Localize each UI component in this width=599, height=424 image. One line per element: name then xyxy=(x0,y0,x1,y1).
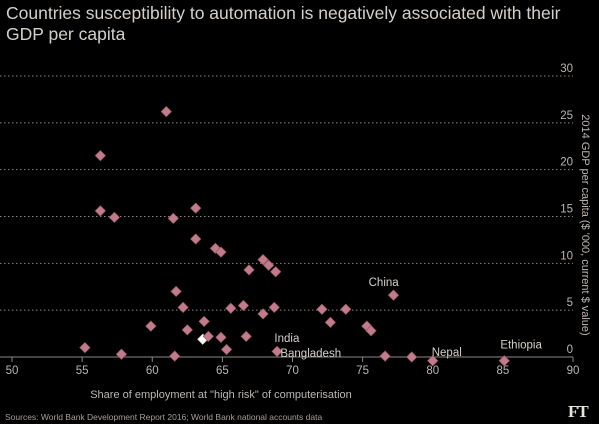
y-tick-label: 25 xyxy=(560,110,573,122)
data-point xyxy=(215,246,227,258)
data-point xyxy=(220,343,233,356)
x-tick-label: 70 xyxy=(286,365,299,377)
annotation-bangladesh: Bangladesh xyxy=(280,348,341,360)
data-point xyxy=(243,264,255,276)
data-point xyxy=(170,285,182,298)
x-tick-label: 65 xyxy=(216,365,229,377)
x-axis-label: Share of employment at "high risk" of co… xyxy=(90,389,352,401)
data-point xyxy=(177,301,189,313)
x-tick-label: 55 xyxy=(76,365,89,377)
tick-layer: 0 5 10 15 20 25 30 50 55 60 65 70 75 80 85 90 xyxy=(6,63,580,377)
y-tick-label: 0 xyxy=(567,344,573,356)
x-tick-label: 85 xyxy=(496,365,509,377)
chart-title: Countries susceptibility to automation i… xyxy=(6,3,561,44)
point-layer xyxy=(79,105,510,367)
x-tick-label: 60 xyxy=(146,365,159,377)
data-point xyxy=(365,325,377,337)
data-point xyxy=(240,330,252,343)
data-point xyxy=(181,324,193,336)
data-point xyxy=(257,253,269,266)
y-tick-label: 5 xyxy=(567,297,573,309)
data-point xyxy=(209,242,221,254)
data-point xyxy=(94,205,106,217)
data-point xyxy=(115,348,128,360)
data-point xyxy=(498,355,510,367)
data-point xyxy=(263,259,275,271)
data-point xyxy=(257,308,269,320)
data-point xyxy=(215,331,227,343)
annotation-india: India xyxy=(274,333,300,345)
annotation-nepal: Nepal xyxy=(432,347,462,359)
x-tick-label: 75 xyxy=(356,365,369,377)
x-tick-label: 80 xyxy=(426,365,439,377)
data-point xyxy=(79,342,91,354)
data-point xyxy=(427,355,439,367)
data-point xyxy=(108,211,121,224)
y-tick-label: 30 xyxy=(560,63,573,75)
data-point xyxy=(379,350,391,362)
data-point xyxy=(94,149,106,162)
annotation-ethiopia: Ethiopia xyxy=(500,340,542,352)
data-point xyxy=(406,351,418,363)
x-tick-label: 50 xyxy=(6,365,19,377)
data-point xyxy=(268,301,280,313)
data-point xyxy=(145,320,157,332)
annotation-layer: China India Bangladesh Nepal Ethiopia xyxy=(274,277,542,360)
y-axis-label: 2014 GDP per capita ($ '000, current $ v… xyxy=(579,114,591,335)
data-point xyxy=(160,105,172,118)
data-point xyxy=(270,266,282,278)
annotation-china: China xyxy=(369,277,400,289)
data-point xyxy=(316,303,328,315)
grid-layer xyxy=(0,75,573,358)
data-point xyxy=(340,303,352,315)
source-note: Sources: World Bank Development Report 2… xyxy=(5,412,323,422)
data-point xyxy=(271,345,283,358)
data-point xyxy=(169,350,181,362)
y-tick-label: 15 xyxy=(560,204,573,216)
data-point xyxy=(387,289,400,301)
data-point xyxy=(167,212,179,224)
data-point xyxy=(225,302,237,314)
data-point xyxy=(202,330,214,343)
y-tick-label: 20 xyxy=(560,157,573,169)
data-point xyxy=(198,315,210,328)
y-tick-label: 10 xyxy=(560,250,573,262)
data-point xyxy=(237,299,250,312)
x-tick-label: 90 xyxy=(567,365,580,377)
data-point xyxy=(190,202,202,214)
data-point xyxy=(324,316,336,328)
ft-logo: FT xyxy=(568,402,589,421)
data-point xyxy=(190,233,202,245)
